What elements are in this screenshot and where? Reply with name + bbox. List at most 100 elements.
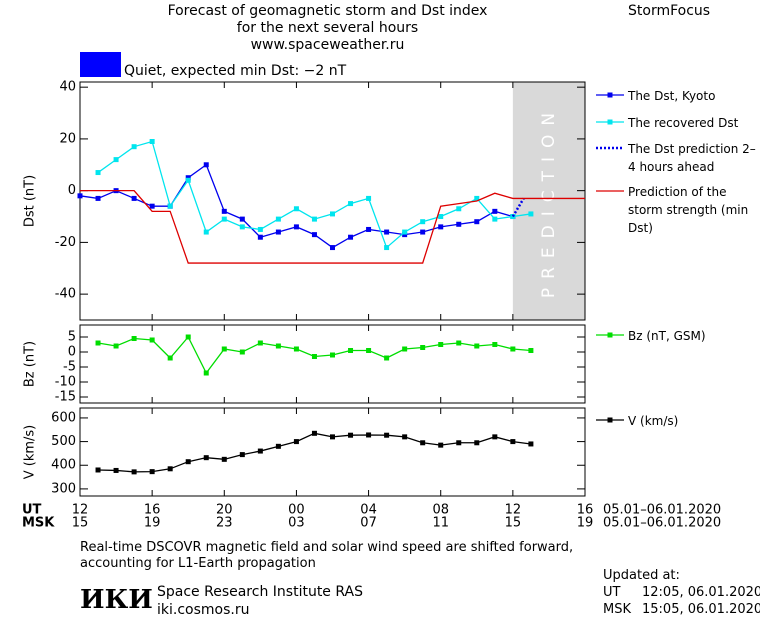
data-point bbox=[438, 442, 444, 448]
data-point bbox=[113, 467, 119, 473]
data-point bbox=[203, 162, 209, 168]
updated-label: Updated at: bbox=[603, 568, 680, 583]
legend-marker bbox=[607, 332, 613, 338]
data-point bbox=[456, 440, 462, 446]
data-point bbox=[474, 343, 480, 349]
data-point bbox=[348, 201, 354, 207]
data-point bbox=[402, 229, 408, 235]
data-point bbox=[257, 226, 263, 232]
institute: Space Research Institute RAS bbox=[157, 584, 363, 600]
prediction-region bbox=[512, 82, 585, 320]
data-point bbox=[492, 216, 498, 222]
legend-marker bbox=[607, 417, 613, 423]
data-point bbox=[293, 439, 299, 445]
y-axis-label: Bz (nT) bbox=[23, 341, 38, 387]
data-point bbox=[438, 342, 444, 347]
x-tick-label-msk: 23 bbox=[216, 516, 233, 531]
y-tick-label: -40 bbox=[55, 287, 76, 302]
legend-entry: Prediction of the storm strength (min Ds… bbox=[628, 185, 749, 235]
y-tick-label: 400 bbox=[51, 458, 76, 473]
data-point bbox=[366, 195, 372, 201]
data-point bbox=[239, 224, 245, 230]
data-point bbox=[275, 343, 281, 349]
data-point bbox=[293, 206, 299, 212]
data-point bbox=[348, 234, 354, 240]
status-text: Quiet, expected min Dst: −2 nT bbox=[124, 63, 347, 79]
y-tick-label: 20 bbox=[59, 131, 76, 146]
data-point bbox=[239, 349, 245, 355]
series-line bbox=[98, 432, 531, 473]
data-point bbox=[167, 355, 173, 361]
data-point bbox=[456, 206, 462, 212]
data-point bbox=[474, 440, 480, 446]
data-point bbox=[131, 144, 137, 150]
data-point bbox=[149, 469, 155, 475]
data-point bbox=[366, 432, 372, 438]
data-point bbox=[149, 139, 155, 144]
x-tick-label-msk: 19 bbox=[144, 516, 161, 531]
legend-entry: Bz (nT, GSM) bbox=[628, 329, 706, 343]
y-tick-label: 300 bbox=[51, 481, 76, 496]
data-point bbox=[438, 224, 444, 230]
x-tick-label: 08 bbox=[432, 503, 449, 518]
y-tick-label: -10 bbox=[55, 375, 76, 390]
legend-entry: V (km/s) bbox=[628, 414, 679, 428]
data-point bbox=[257, 234, 263, 240]
brand: StormFocus bbox=[628, 3, 711, 19]
data-point bbox=[221, 456, 227, 462]
data-point bbox=[330, 211, 335, 217]
data-point bbox=[131, 336, 137, 341]
data-point bbox=[474, 219, 480, 225]
data-point bbox=[185, 334, 191, 340]
updated-msk-time: 15:05, 06.01.2020 bbox=[642, 602, 760, 617]
footnote: Real-time DSCOVR magnetic field and sola… bbox=[80, 540, 574, 571]
data-point bbox=[239, 216, 245, 222]
data-point bbox=[492, 342, 498, 347]
data-point bbox=[384, 229, 390, 235]
data-point bbox=[203, 455, 209, 461]
data-point bbox=[438, 214, 444, 220]
title-line: www.spaceweather.ru bbox=[250, 37, 405, 53]
data-point bbox=[203, 229, 209, 235]
data-point bbox=[221, 208, 227, 214]
x-tick-label: 20 bbox=[216, 503, 233, 518]
y-tick-label: 500 bbox=[51, 434, 76, 449]
title-line: for the next several hours bbox=[236, 20, 419, 36]
data-point bbox=[311, 232, 317, 238]
title-line: Forecast of geomagnetic storm and Dst in… bbox=[167, 3, 488, 19]
x-tick-label-msk: 03 bbox=[288, 516, 305, 531]
data-point bbox=[131, 469, 137, 475]
data-point bbox=[384, 432, 390, 438]
data-point bbox=[366, 348, 372, 353]
data-point bbox=[474, 195, 480, 201]
y-tick-label: 40 bbox=[59, 80, 76, 95]
y-axis-label: Dst (nT) bbox=[23, 175, 38, 227]
data-point bbox=[456, 340, 462, 346]
data-point bbox=[348, 432, 354, 438]
legend-entry: The Dst, Kyoto bbox=[628, 89, 716, 103]
prediction-label: PREDICTION bbox=[539, 104, 559, 298]
url: iki.cosmos.ru bbox=[157, 602, 250, 618]
series-line bbox=[79, 163, 514, 249]
data-point bbox=[528, 211, 534, 217]
data-point bbox=[510, 439, 516, 445]
data-point bbox=[366, 226, 372, 232]
legend-marker bbox=[607, 92, 613, 98]
x-tick-label: 16 bbox=[577, 503, 594, 518]
data-point bbox=[311, 430, 317, 436]
y-tick-label: 5 bbox=[68, 330, 76, 345]
data-point bbox=[257, 448, 263, 454]
data-point bbox=[492, 434, 498, 440]
data-point bbox=[492, 208, 498, 214]
logo: ИКИ bbox=[80, 585, 153, 615]
x-tick-label: 00 bbox=[288, 503, 305, 518]
msk-axis-label: MSK bbox=[22, 516, 55, 531]
legend-entry: The Dst prediction 2–4 hours ahead bbox=[628, 142, 756, 174]
data-point bbox=[402, 232, 408, 238]
x-tick-label-msk: 07 bbox=[360, 516, 377, 531]
data-point bbox=[95, 195, 101, 201]
data-point bbox=[221, 346, 227, 352]
data-point bbox=[95, 170, 101, 176]
x-tick-label-msk: 11 bbox=[432, 516, 449, 531]
